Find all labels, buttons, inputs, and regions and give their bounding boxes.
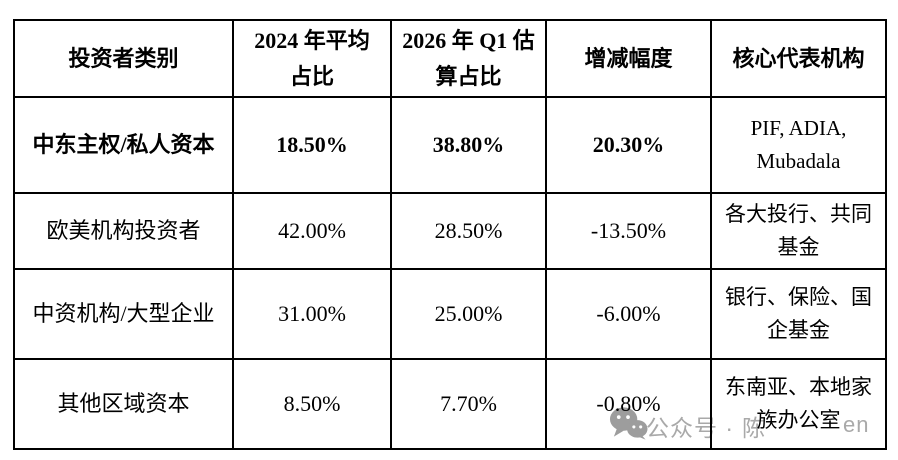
cell-avg-2024: 42.00%: [232, 192, 392, 270]
cell-category: 欧美机构投资者: [13, 192, 234, 270]
cell-category: 中东主权/私人资本: [13, 96, 234, 194]
header-cell-change-range: 增减幅度: [545, 19, 712, 98]
cell-institutions: 银行、保险、国 企基金: [710, 268, 887, 360]
table-row-chinese-institutions: 中资机构/大型企业 31.00% 25.00% -6.00% 银行、保险、国 企…: [13, 268, 887, 360]
cell-avg-2024: 18.50%: [232, 96, 392, 194]
table-row-middle-east-capital: 中东主权/私人资本 18.50% 38.80% 20.30% PIF, ADIA…: [13, 96, 887, 194]
table-row-other-regional-capital: 其他区域资本 8.50% 7.70% -0.80% 东南亚、本地家 族办公室: [13, 358, 887, 450]
cell-change: -0.80%: [545, 358, 712, 450]
investor-share-table: 投资者类别 2024 年平均 占比 2026 年 Q1 估 算占比 增减幅度 核…: [13, 19, 887, 450]
cell-change: -13.50%: [545, 192, 712, 270]
header-cell-2024-average-share: 2024 年平均 占比: [232, 19, 392, 98]
cell-q1-2026: 28.50%: [390, 192, 547, 270]
cell-institutions: 各大投行、共同 基金: [710, 192, 887, 270]
cell-category: 其他区域资本: [13, 358, 234, 450]
cell-q1-2026: 25.00%: [390, 268, 547, 360]
header-cell-investor-category: 投资者类别: [13, 19, 234, 98]
cell-avg-2024: 8.50%: [232, 358, 392, 450]
cell-change: 20.30%: [545, 96, 712, 194]
header-cell-core-institutions: 核心代表机构: [710, 19, 887, 98]
table-row-western-institutions: 欧美机构投资者 42.00% 28.50% -13.50% 各大投行、共同 基金: [13, 192, 887, 270]
cell-q1-2026: 38.80%: [390, 96, 547, 194]
cell-institutions: 东南亚、本地家 族办公室: [710, 358, 887, 450]
cell-institutions: PIF, ADIA, Mubadala: [710, 96, 887, 194]
cell-change: -6.00%: [545, 268, 712, 360]
cell-avg-2024: 31.00%: [232, 268, 392, 360]
cell-q1-2026: 7.70%: [390, 358, 547, 450]
cell-category: 中资机构/大型企业: [13, 268, 234, 360]
header-row: 投资者类别 2024 年平均 占比 2026 年 Q1 估 算占比 增减幅度 核…: [13, 19, 887, 98]
header-cell-2026-q1-estimated-share: 2026 年 Q1 估 算占比: [390, 19, 547, 98]
